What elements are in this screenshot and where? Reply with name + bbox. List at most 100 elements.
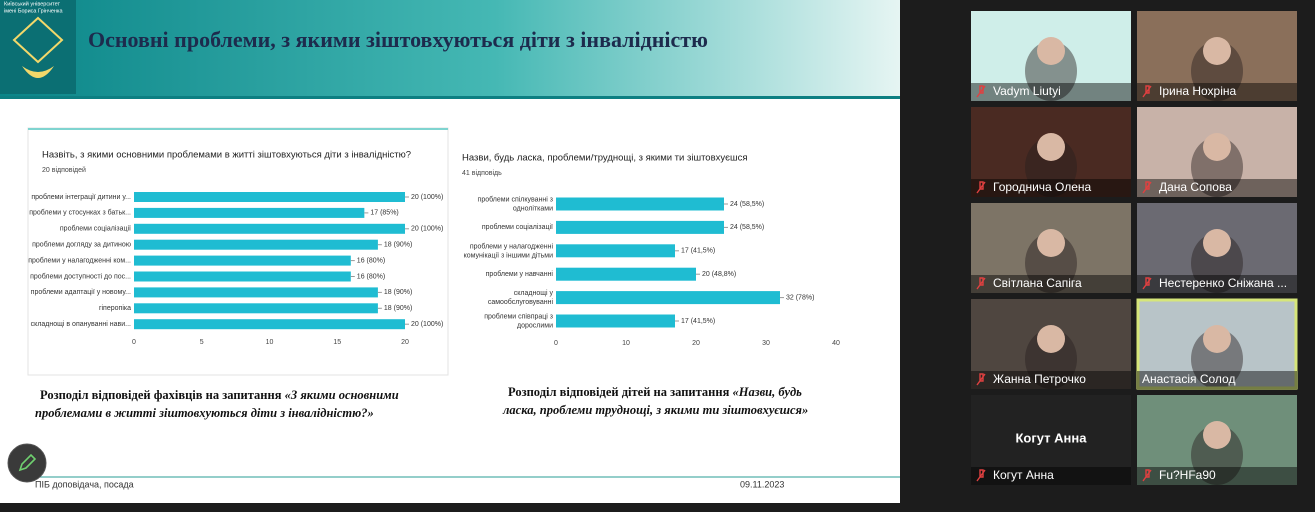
category-label: проблеми співпраці з дорослими	[484, 312, 553, 329]
value-label: 24 (58,5%)	[730, 201, 764, 208]
head	[1037, 229, 1065, 257]
head	[1203, 229, 1231, 257]
value-label: 20 (100%)	[411, 194, 443, 201]
chart-title: Назви, будь ласка, проблеми/труднощі, з …	[462, 153, 748, 164]
footer-author: ПІБ доповідача, посада	[35, 479, 134, 489]
video	[971, 395, 1131, 485]
x-tick-label: 0	[554, 340, 558, 347]
head	[1203, 37, 1231, 65]
caption: Розподіл відповідей дітей на запитання «…	[508, 385, 802, 399]
participant-tile: Нестеренко Сніжана ...	[1137, 203, 1297, 293]
value-label: 20 (100%)	[411, 321, 443, 328]
value-label: 17 (41,5%)	[681, 248, 715, 255]
category-label: проблеми доступності до пос...	[30, 272, 131, 280]
value-label: 16 (80%)	[357, 257, 385, 264]
name-bg	[971, 371, 1131, 389]
mic-muted	[1142, 181, 1152, 194]
slide-title: Основні проблеми, з якими зіштовхуються …	[88, 27, 708, 52]
category-label: проблеми адаптації у новому...	[31, 288, 131, 296]
value-label: 18 (90%)	[384, 242, 412, 249]
caption: Розподіл відповідей фахівців на запитанн…	[40, 388, 399, 402]
logo	[0, 0, 76, 94]
bar	[556, 244, 675, 258]
value-label: 24 (58,5%)	[730, 224, 764, 231]
bar	[134, 192, 405, 202]
participant-tile: Vadym Liutyi	[971, 11, 1131, 101]
edit-button[interactable]	[7, 443, 47, 483]
participant-tile: Ірина Нохріна	[1137, 11, 1297, 101]
participant-tile: Анастасія Солод	[1136, 298, 1298, 390]
name-bg	[1137, 467, 1297, 485]
caption-part: проблемами в житті зіштовхуються діти з …	[35, 406, 374, 420]
mic-muted	[1142, 277, 1152, 290]
category-label: проблеми соціалізації	[60, 225, 131, 233]
mic-muted	[976, 277, 986, 290]
bar	[556, 267, 696, 281]
participant-name: Світлана Сапіга	[993, 276, 1082, 290]
category-label: проблеми у налагодженні ком...	[28, 256, 131, 264]
participant-name: Городнича Олена	[993, 180, 1092, 194]
x-tick-label: 40	[832, 340, 840, 347]
participant-tile: Жанна Петрочко	[971, 299, 1131, 389]
caption-part: Розподіл відповідей фахівців на запитанн…	[40, 388, 285, 402]
value-label: 17 (85%)	[370, 210, 398, 217]
mic-muted	[976, 85, 986, 98]
logo-leaf	[22, 66, 54, 78]
bar	[556, 314, 675, 328]
name-bg	[971, 467, 1131, 485]
participant-name: Жанна Петрочко	[993, 372, 1086, 386]
value-label: 20 (100%)	[411, 226, 443, 233]
participant-name: Нестеренко Сніжана ...	[1159, 276, 1287, 290]
caption: ласка, проблеми труднощі, з якими ти зіш…	[502, 403, 808, 417]
x-tick-label: 10	[266, 339, 274, 346]
caption-part: «З якими основними	[285, 388, 399, 402]
bar	[134, 223, 405, 234]
category-label: проблеми спілкуванні з однолітками	[478, 195, 554, 212]
category-label: проблеми інтеграції дитини у...	[31, 193, 131, 201]
logo-text: імені Бориса Грінченка	[4, 8, 63, 14]
participant-tile: Світлана Сапіга	[971, 203, 1131, 293]
bar	[556, 220, 724, 234]
category-label: проблеми у налагодженні комунікації з інш…	[464, 242, 554, 259]
category-label: проблеми догляду за дитиною	[32, 241, 131, 249]
bar	[134, 287, 378, 298]
logo-text: Київський університет	[4, 0, 61, 7]
head	[1203, 421, 1231, 449]
bar	[134, 319, 405, 330]
caption-part: ласка, проблеми труднощі, з якими ти зіш…	[502, 403, 808, 417]
participant-name: Анастасія Солод	[1142, 372, 1235, 386]
value-label: 20 (48,8%)	[702, 271, 736, 278]
head	[1037, 133, 1065, 161]
bar	[134, 303, 378, 314]
head	[1037, 325, 1065, 353]
name-bg	[1137, 179, 1297, 197]
category-label: проблеми у навчанні	[486, 270, 554, 278]
x-tick-label: 5	[200, 339, 204, 346]
x-tick-label: 15	[333, 339, 341, 346]
name-bg	[971, 83, 1131, 101]
bar	[134, 271, 351, 282]
bar	[556, 291, 780, 305]
name-bg	[1137, 83, 1297, 101]
name-bg	[971, 179, 1131, 197]
mic-muted	[1142, 469, 1152, 482]
x-tick-label: 10	[622, 340, 630, 347]
value-label: 17 (41,5%)	[681, 318, 715, 325]
chart-title: Назвіть, з якими основними проблемами в …	[42, 150, 411, 161]
head	[1203, 133, 1231, 161]
category-label: складнощі у самообслуговуванні	[488, 289, 554, 306]
x-tick-label: 30	[762, 340, 770, 347]
value-label: 16 (80%)	[357, 273, 385, 280]
participant-tile: Дана Сопова	[1137, 107, 1297, 197]
participant-name: Дана Сопова	[1159, 180, 1232, 194]
participant-name: Когут Анна	[993, 468, 1054, 482]
head	[1037, 37, 1065, 65]
mic-muted	[976, 181, 986, 194]
participant-name: Fu?HFa90	[1159, 468, 1216, 482]
participant-tile: Когут Анна Когут Анна	[971, 395, 1131, 485]
mic-muted	[976, 469, 986, 482]
participant-placeholder: Когут Анна	[1016, 430, 1088, 445]
value-label: 18 (90%)	[384, 289, 412, 296]
head	[1203, 325, 1231, 353]
